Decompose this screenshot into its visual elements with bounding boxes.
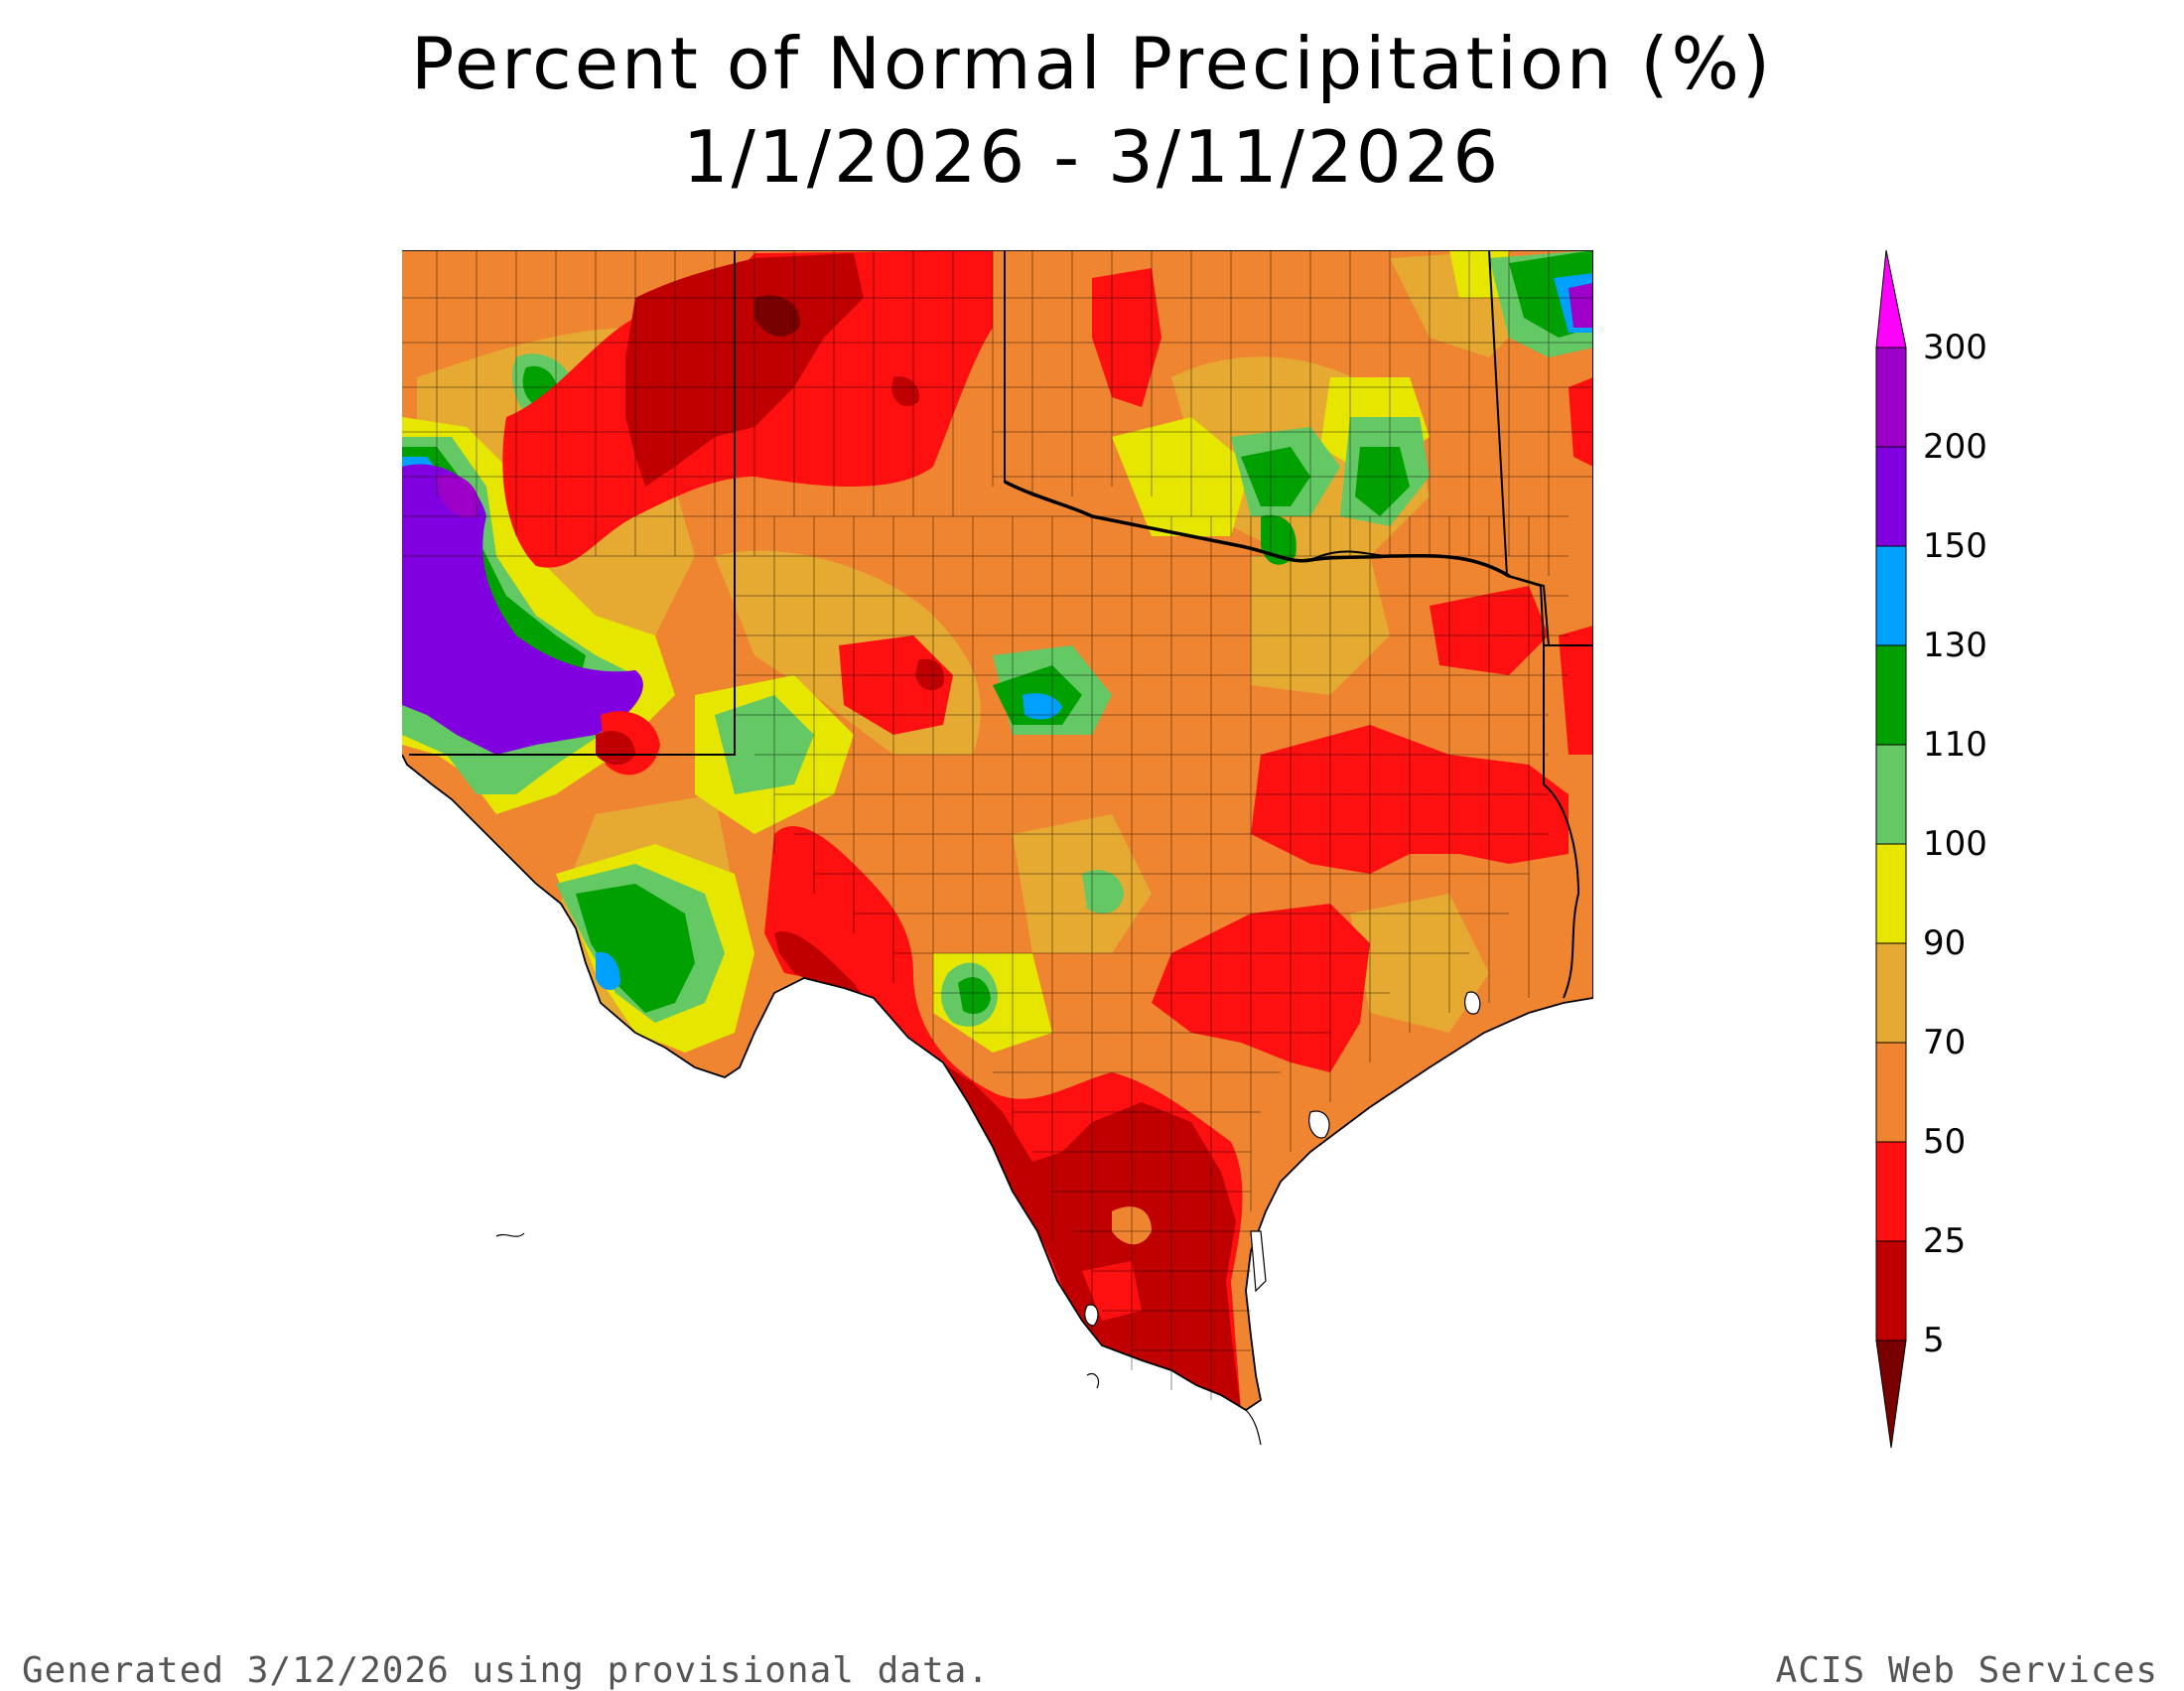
legend-tick: 300 (1923, 328, 1987, 367)
legend-tick: 50 (1923, 1122, 1967, 1162)
map-title: Percent of Normal Precipitation (%) (411, 22, 1773, 105)
legend-tick: 25 (1923, 1221, 1967, 1261)
boundaries (402, 250, 1593, 1446)
legend-tick: 200 (1923, 427, 1987, 467)
legend-tick: 90 (1923, 923, 1967, 963)
legend-tick: 130 (1923, 626, 1987, 665)
legend-colorbar (1875, 249, 1907, 1449)
date-range: 1/1/2026 - 3/11/2026 (682, 115, 1502, 199)
legend-tick: 110 (1923, 725, 1987, 765)
legend-tick: 100 (1923, 824, 1987, 864)
generated-note: Generated 3/12/2026 using provisional da… (22, 1650, 990, 1691)
legend-tick: 5 (1923, 1321, 1945, 1360)
source-credit: ACIS Web Services (1775, 1650, 2158, 1691)
legend-tick: 70 (1923, 1023, 1967, 1062)
precipitation-field (402, 250, 1593, 1410)
legend-tick: 150 (1923, 526, 1987, 566)
